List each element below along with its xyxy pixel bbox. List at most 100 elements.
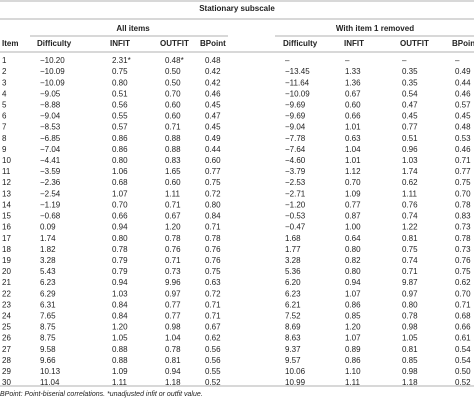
cell: 0.42 <box>205 67 221 76</box>
cell: −0.53 <box>285 212 306 221</box>
cell: 9.87 <box>402 278 418 287</box>
cell: 0.48* <box>165 56 184 65</box>
cell: 3.28 <box>285 256 301 265</box>
cell: 0.53 <box>455 134 471 143</box>
cell: 3.28 <box>40 256 56 265</box>
cell: 0.78 <box>165 345 181 354</box>
cell: 0.94 <box>165 367 181 376</box>
cell: 0.54 <box>402 89 418 98</box>
item-number: 3 <box>2 78 7 87</box>
item-number: 12 <box>2 178 11 187</box>
cell: 0.78 <box>165 234 181 243</box>
cell: 0.71 <box>455 300 471 309</box>
footnote: BPoint: Point-biserial correlations. *un… <box>0 391 203 398</box>
cell: 7.52 <box>285 311 301 320</box>
cell: 0.49 <box>205 134 221 143</box>
cell: 0.66 <box>455 323 471 332</box>
cell: 0.55 <box>112 112 128 121</box>
item-number: 23 <box>2 300 11 309</box>
cell: 0.98 <box>402 367 418 376</box>
cell: 1.82 <box>40 245 56 254</box>
cell: 0.81 <box>165 356 181 365</box>
column-header: OUTFIT <box>400 39 429 48</box>
cell: 0.75 <box>455 178 471 187</box>
cell: 0.35 <box>402 78 418 87</box>
item-number: 7 <box>2 123 7 132</box>
cell: 1.74 <box>40 234 56 243</box>
cell: −9.04 <box>40 112 61 121</box>
cell: 0.76 <box>165 245 181 254</box>
item-number: 2 <box>2 67 7 76</box>
cell: 0.75 <box>455 267 471 276</box>
cell: 0.98 <box>402 323 418 332</box>
cell: 0.66 <box>112 212 128 221</box>
cell: 0.71 <box>205 311 221 320</box>
cell: 0.57 <box>112 123 128 132</box>
cell: 6.21 <box>285 300 301 309</box>
cell: 0.46 <box>455 145 471 154</box>
cell: 0.56 <box>205 345 221 354</box>
cell: 0.52 <box>455 378 471 387</box>
item-number: 17 <box>2 234 11 243</box>
cell: 5.36 <box>285 267 301 276</box>
cell: −7.78 <box>285 134 306 143</box>
cell: 0.86 <box>345 356 361 365</box>
cell: – <box>345 56 350 65</box>
cell: 0.46 <box>205 89 221 98</box>
cell: 10.06 <box>285 367 306 376</box>
cell: 1.01 <box>345 156 361 165</box>
cell: 8.63 <box>285 334 301 343</box>
cell: 1.36 <box>345 78 361 87</box>
cell: 6.29 <box>40 289 56 298</box>
item-number: 14 <box>2 200 11 209</box>
item-number: 19 <box>2 256 11 265</box>
cell: 0.48 <box>455 123 471 132</box>
cell: 0.67 <box>345 89 361 98</box>
cell: 0.71 <box>165 256 181 265</box>
cell: −4.41 <box>40 156 61 165</box>
cell: – <box>402 56 407 65</box>
cell: 0.60 <box>165 101 181 110</box>
cell: −2.53 <box>285 178 306 187</box>
cell: 0.62 <box>402 178 418 187</box>
item-number: 21 <box>2 278 11 287</box>
cell: 0.60 <box>165 178 181 187</box>
cell: −1.20 <box>285 200 306 209</box>
item-number: 10 <box>2 156 11 165</box>
cell: 1.07 <box>112 189 128 198</box>
item-number: 18 <box>2 245 11 254</box>
cell: 1.18 <box>402 378 418 387</box>
cell: 0.56 <box>205 356 221 365</box>
cell: −0.68 <box>40 212 61 221</box>
item-number: 25 <box>2 323 11 332</box>
cell: 0.79 <box>112 256 128 265</box>
cell: 0.75 <box>112 67 128 76</box>
cell: 0.88 <box>165 145 181 154</box>
cell: −2.54 <box>40 189 61 198</box>
cell: 0.74 <box>402 256 418 265</box>
cell: 0.97 <box>165 289 181 298</box>
cell: 0.83 <box>165 156 181 165</box>
cell: −8.53 <box>40 123 61 132</box>
cell: 0.71 <box>402 267 418 276</box>
item-number: 27 <box>2 345 11 354</box>
cell: 9.58 <box>40 345 56 354</box>
cell: 0.44 <box>455 78 471 87</box>
cell: 1.04 <box>165 334 181 343</box>
cell: 0.62 <box>205 334 221 343</box>
cell: 0.70 <box>112 200 128 209</box>
cell: 0.49 <box>455 67 471 76</box>
column-header: Item <box>2 39 18 48</box>
cell: 0.66 <box>345 112 361 121</box>
cell: 0.89 <box>345 345 361 354</box>
column-header: INFIT <box>344 39 364 48</box>
cell: 0.73 <box>455 223 471 232</box>
cell: 0.76 <box>402 200 418 209</box>
cell: −0.47 <box>285 223 306 232</box>
cell: 0.96 <box>402 145 418 154</box>
cell: 0.51 <box>112 89 128 98</box>
cell: 0.78 <box>205 234 221 243</box>
cell: −3.59 <box>40 167 61 176</box>
item-number: 28 <box>2 356 11 365</box>
